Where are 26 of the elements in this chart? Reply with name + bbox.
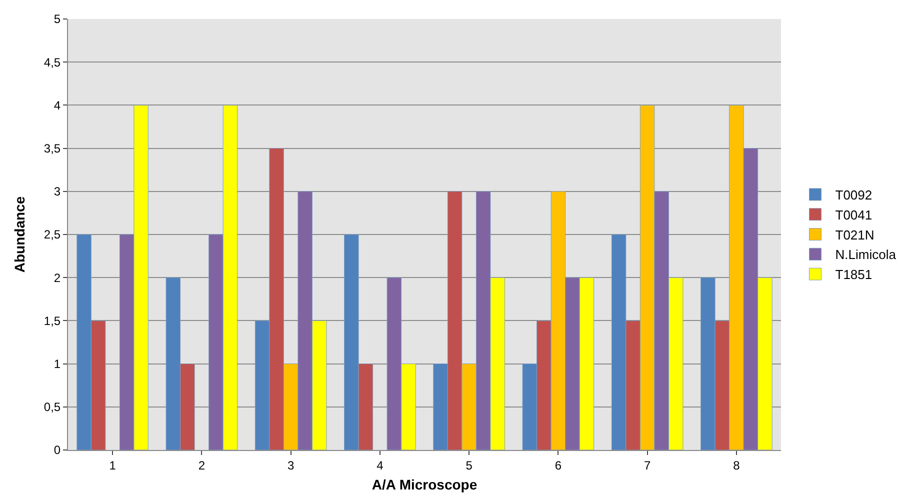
x-tick-label: 3: [287, 458, 294, 472]
y-tick-label: 1: [54, 357, 61, 371]
y-tick-label: 0,5: [44, 400, 61, 414]
y-tick-label: 4: [54, 98, 61, 112]
legend-label: N.Limicola: [835, 247, 897, 262]
y-tick-label: 2: [54, 270, 61, 285]
x-tick-label: 4: [376, 458, 384, 472]
x-tick-label: 5: [466, 458, 473, 472]
y-tick-label: 3,5: [44, 142, 61, 156]
legend-label: T021N: [835, 227, 874, 242]
y-tick-label: 3: [54, 184, 61, 199]
x-tick-label: 7: [644, 458, 651, 472]
x-tick-label: 1: [109, 458, 116, 472]
y-tick-label: 4,5: [44, 55, 61, 70]
x-tick-label: 8: [733, 458, 740, 472]
legend-label: T1851: [835, 267, 872, 282]
x-axis-title: A/A Microscope: [372, 476, 478, 493]
legend-label: T0041: [835, 207, 872, 222]
legend-label: T0092: [835, 188, 872, 203]
x-tick-label: 2: [198, 458, 206, 472]
y-tick-label: 2,5: [44, 228, 61, 242]
y-tick-label: 5: [54, 12, 61, 26]
y-axis-title: Abundance: [12, 196, 28, 273]
y-tick-label: 0: [54, 443, 61, 458]
y-tick-label: 1,5: [44, 314, 61, 328]
x-tick-label: 6: [554, 458, 562, 472]
